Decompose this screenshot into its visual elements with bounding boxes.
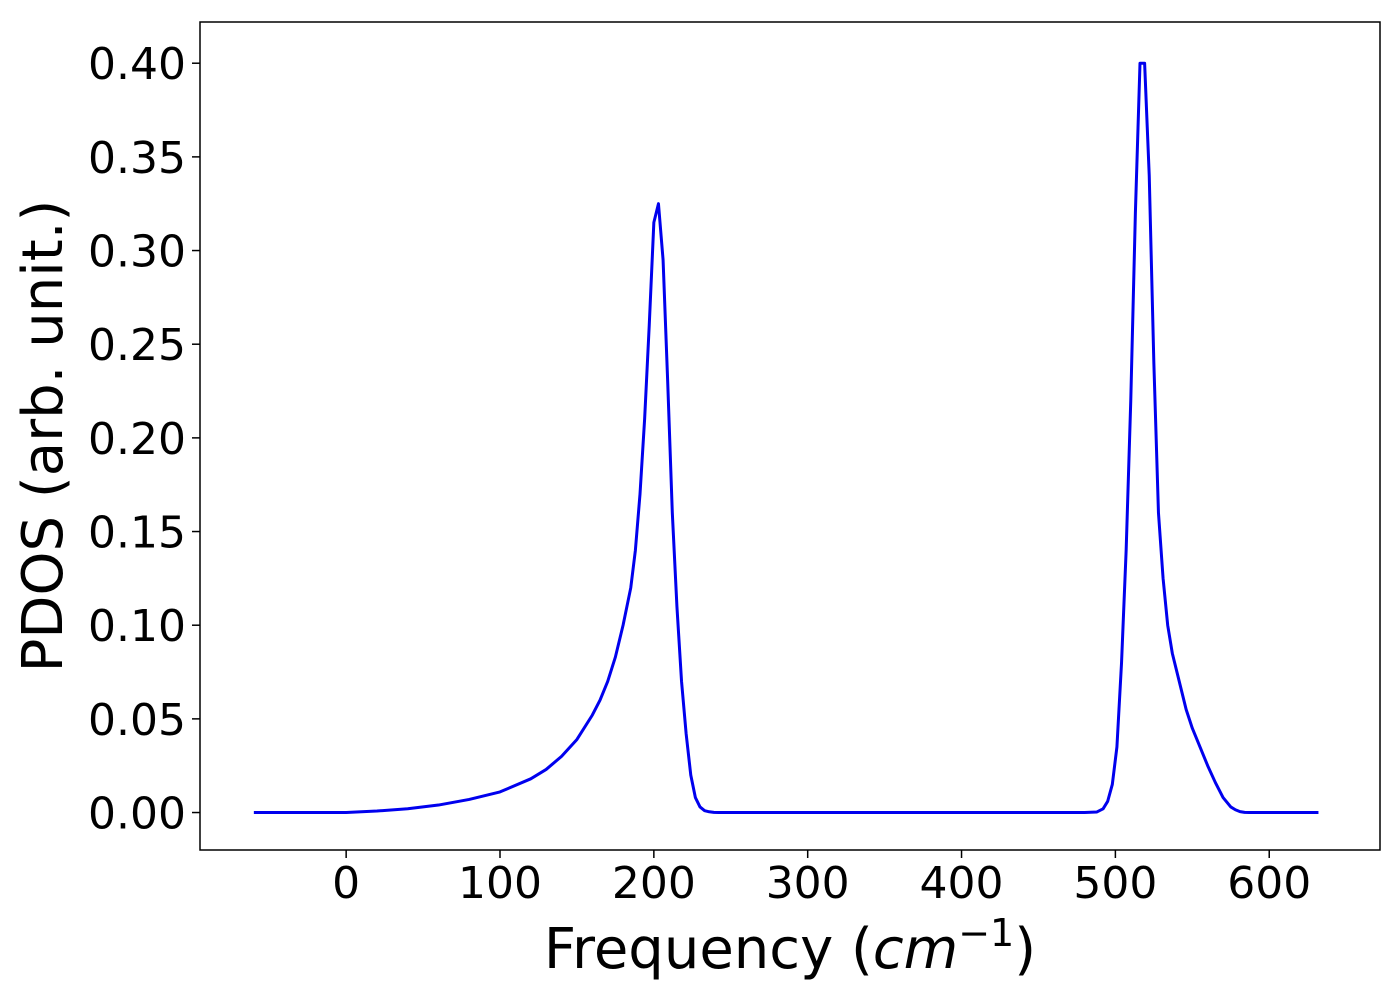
y-tick-label: 0.30 bbox=[88, 227, 186, 278]
y-tick-label: 0.00 bbox=[88, 789, 186, 840]
x-axis-label: Frequency (cm−1) bbox=[544, 911, 1036, 982]
x-tick-label: 500 bbox=[1073, 858, 1157, 909]
y-tick-label: 0.15 bbox=[88, 508, 186, 559]
y-tick-label: 0.35 bbox=[88, 133, 186, 184]
x-tick-label: 600 bbox=[1227, 858, 1311, 909]
x-tick-label: 200 bbox=[612, 858, 696, 909]
x-axis-label-exponent: −1 bbox=[958, 911, 1014, 955]
y-axis-label: PDOS (arb. unit.) bbox=[11, 200, 76, 673]
x-axis-label-suffix: ) bbox=[1014, 917, 1036, 982]
y-tick-label: 0.05 bbox=[88, 695, 186, 746]
x-tick-label: 300 bbox=[766, 858, 850, 909]
x-tick-label: 0 bbox=[332, 858, 360, 909]
series-line-pdos bbox=[253, 61, 1319, 815]
x-axis: 0 100 200 300 400 500 600 bbox=[332, 850, 1311, 909]
x-axis-label-prefix: Frequency ( bbox=[544, 917, 873, 982]
x-axis-label-unit: cm bbox=[873, 917, 958, 982]
y-tick-label: 0.20 bbox=[88, 414, 186, 465]
plot-frame bbox=[199, 21, 1381, 851]
y-tick-label: 0.40 bbox=[88, 39, 186, 90]
y-tick-label: 0.10 bbox=[88, 601, 186, 652]
x-tick-label: 400 bbox=[920, 858, 1004, 909]
y-tick-label: 0.25 bbox=[88, 320, 186, 371]
x-tick-label: 100 bbox=[458, 858, 542, 909]
y-axis: 0.00 0.05 0.10 0.15 0.20 0.25 0.30 0.35 0.40 bbox=[88, 39, 200, 840]
